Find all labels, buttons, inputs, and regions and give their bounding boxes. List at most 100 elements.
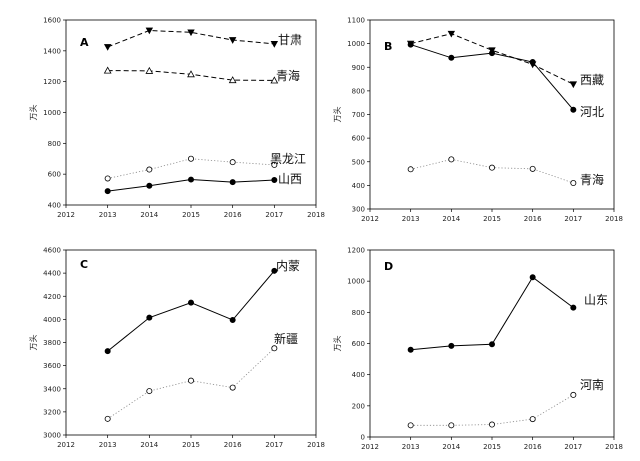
x-tick-label: 2018 xyxy=(605,443,623,451)
data-point-青海-0 xyxy=(103,66,112,74)
data-point-黑龙江-4 xyxy=(271,161,278,168)
panel-letter: A xyxy=(80,36,89,49)
data-point-青海-4 xyxy=(270,76,279,84)
series-label-山西: 山西 xyxy=(278,172,302,186)
data-point-甘肃-2 xyxy=(187,29,195,37)
chart-panel-a: 2012 2013 2014 2015 2016 2017 2018 400 600 800 100… xyxy=(28,17,325,220)
data-point-河北-0 xyxy=(407,41,414,48)
y-tick-label: 1100 xyxy=(347,17,365,25)
data-point-青海-1 xyxy=(448,156,455,163)
data-point-河南-0 xyxy=(407,422,414,429)
series-label-河北: 河北 xyxy=(580,105,604,119)
y-tick-label: 600 xyxy=(48,171,61,179)
y-tick-label: 400 xyxy=(352,371,365,379)
y-tick-label: 3200 xyxy=(43,408,61,416)
data-point-河南-3 xyxy=(529,416,536,423)
panel-letter: D xyxy=(384,260,393,273)
x-tick-label: 2015 xyxy=(182,441,200,449)
x-tick-label: 2018 xyxy=(307,441,325,449)
x-tick-label: 2013 xyxy=(99,441,117,449)
x-tick-label: 2018 xyxy=(307,211,325,219)
data-point-内蒙-0 xyxy=(104,348,111,355)
y-tick-label: 1200 xyxy=(43,78,61,86)
panel-letter: C xyxy=(80,258,88,271)
series-label-内蒙: 内蒙 xyxy=(276,259,300,273)
data-point-山西-1 xyxy=(146,182,153,189)
y-axis-label: 万头 xyxy=(332,336,342,352)
data-point-山西-0 xyxy=(104,188,111,195)
series-line-青海 xyxy=(410,158,574,184)
y-tick-label: 1400 xyxy=(43,47,61,55)
data-point-山东-2 xyxy=(488,341,495,348)
y-tick-label: 600 xyxy=(352,340,365,348)
data-point-新疆-2 xyxy=(187,377,194,384)
data-point-甘肃-3 xyxy=(228,37,237,44)
data-point-青海-3 xyxy=(529,165,536,172)
x-tick-label: 2017 xyxy=(564,443,582,451)
data-point-内蒙-2 xyxy=(187,299,194,306)
y-tick-label: 800 xyxy=(352,309,365,317)
y-tick-label: 1200 xyxy=(347,247,365,255)
x-tick-label: 2012 xyxy=(361,443,379,451)
data-point-甘肃-0 xyxy=(103,44,112,51)
data-point-山西-4 xyxy=(271,177,278,184)
x-tick-label: 2012 xyxy=(57,211,75,219)
data-point-山东-1 xyxy=(448,342,455,349)
y-tick-label: 400 xyxy=(48,202,61,210)
series-line-河南 xyxy=(410,394,574,426)
data-point-新疆-4 xyxy=(271,345,278,352)
series-line-西藏 xyxy=(410,33,574,85)
data-point-山东-4 xyxy=(570,304,577,311)
data-point-新疆-3 xyxy=(229,384,236,391)
y-tick-label: 500 xyxy=(352,158,365,166)
y-tick-label: 3800 xyxy=(43,339,61,347)
y-tick-label: 3600 xyxy=(43,362,61,370)
y-tick-label: 700 xyxy=(352,111,365,119)
data-point-青海-1 xyxy=(145,66,154,74)
data-point-青海-0 xyxy=(407,166,414,173)
x-tick-label: 2012 xyxy=(361,215,379,223)
data-point-山东-0 xyxy=(407,346,414,353)
y-tick-label: 300 xyxy=(352,206,365,214)
x-tick-label: 2016 xyxy=(524,443,542,451)
data-point-河南-1 xyxy=(448,422,455,429)
y-tick-label: 0 xyxy=(361,434,365,442)
y-tick-label: 4400 xyxy=(43,270,61,278)
data-point-西藏-1 xyxy=(447,30,456,38)
y-axis-label: 万头 xyxy=(332,107,342,123)
x-tick-label: 2014 xyxy=(442,443,460,451)
series-line-黑龙江 xyxy=(107,158,275,179)
data-point-甘肃-4 xyxy=(270,41,279,48)
x-tick-label: 2017 xyxy=(265,441,283,449)
x-tick-label: 2013 xyxy=(402,443,420,451)
y-tick-label: 900 xyxy=(352,64,365,72)
series-label-西藏: 西藏 xyxy=(580,73,604,87)
series-label-青海: 青海 xyxy=(276,68,300,83)
y-tick-label: 1000 xyxy=(347,40,365,48)
data-point-河北-4 xyxy=(570,106,577,113)
x-tick-label: 2014 xyxy=(140,441,158,449)
data-point-山东-3 xyxy=(529,274,536,281)
x-tick-label: 2015 xyxy=(182,211,200,219)
chart-panel-c: 2012 2013 2014 2015 2016 2017 2018 3000 3200 3400… xyxy=(28,247,325,450)
series-label-青海: 青海 xyxy=(580,172,604,187)
x-tick-label: 2016 xyxy=(224,211,242,219)
y-tick-label: 4000 xyxy=(43,316,61,324)
series-label-黑龙江: 黑龙江 xyxy=(270,152,306,166)
y-tick-label: 3400 xyxy=(43,385,61,393)
series-line-山东 xyxy=(410,276,574,351)
x-tick-label: 2016 xyxy=(524,215,542,223)
data-point-青海-2 xyxy=(488,164,495,171)
data-point-黑龙江-0 xyxy=(104,175,111,182)
x-tick-label: 2014 xyxy=(442,215,460,223)
data-point-青海-2 xyxy=(187,70,195,78)
x-tick-label: 2015 xyxy=(483,215,501,223)
y-tick-label: 200 xyxy=(352,402,365,410)
data-point-内蒙-3 xyxy=(229,316,236,323)
data-point-内蒙-4 xyxy=(271,267,278,274)
series-label-新疆: 新疆 xyxy=(274,331,298,346)
x-tick-label: 2014 xyxy=(140,211,158,219)
y-tick-label: 1000 xyxy=(43,109,61,117)
y-axis-label: 万头 xyxy=(28,105,38,121)
